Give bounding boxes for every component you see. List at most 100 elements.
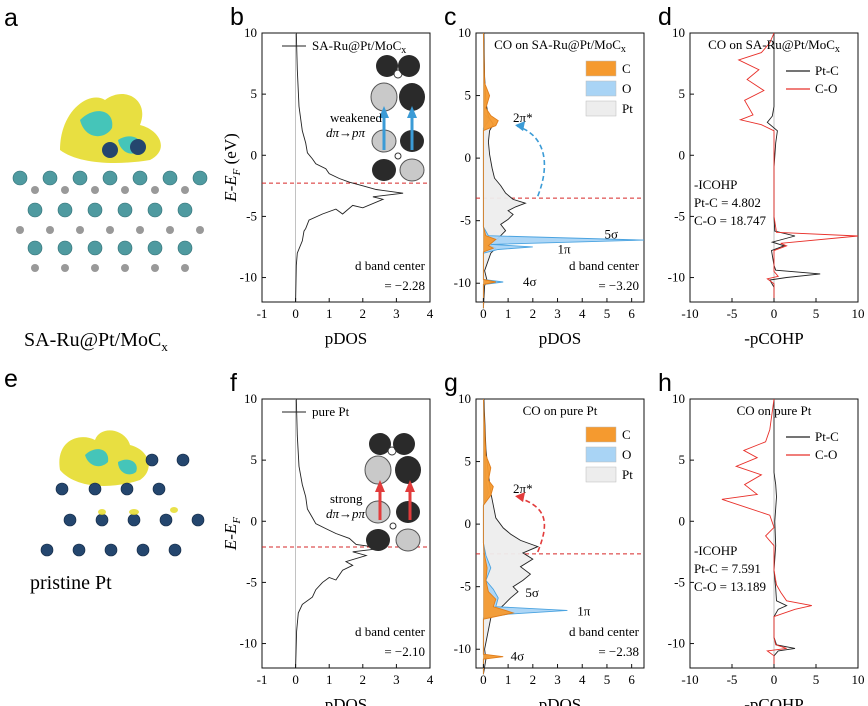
legend-label-d-c-o: C-O: [815, 81, 837, 96]
chart-title-g: CO on pure Pt: [523, 403, 598, 418]
ytick-label-h: -10: [668, 636, 685, 651]
dband-value-c: = −3.20: [598, 278, 639, 293]
dband-label-c: d band center: [569, 258, 640, 273]
x-axis-label-h: -pCOHP: [744, 695, 804, 706]
y-axis-label-f: E-EF: [221, 517, 243, 551]
panel-c: c -10 -5 0 5 10 0 1 2 3 4 5 6 pDOS CO on SA-Ru@Pt/MoCx…: [444, 3, 645, 348]
panel-label-g: g: [444, 369, 458, 397]
legend-label-main-b: SA-Ru@Pt/MoC: [312, 38, 401, 53]
ytick-label-c: 10: [458, 25, 471, 40]
legend-swatch-c-pt: [585, 100, 617, 117]
orbital-label-c: 5σ: [604, 226, 618, 241]
inset-text-1-b: weakened: [330, 110, 382, 125]
legend-label-b: SA-Ru@Pt/MoCx: [312, 38, 406, 56]
y-axis-label-main-b: E-E: [221, 175, 240, 203]
legend-swatch-c-o: [585, 80, 617, 97]
area-g-c: [483, 399, 514, 675]
ytick-label-g: -10: [454, 641, 471, 656]
y-axis-label-sub-b: F: [231, 168, 243, 176]
panel-g: g -10 -5 0 5 10 0 1 2 3 4 5 6 pDOS CO on pure Pt CO Pt d …: [444, 369, 645, 706]
xtick-label-g: 0: [480, 672, 487, 687]
ytick-label-f: 10: [244, 391, 257, 406]
legend-swatch-g-pt: [585, 466, 617, 483]
series-line-d-pt-c: [766, 33, 821, 302]
ytick-label-h: 0: [679, 513, 686, 528]
ytick-label-d: 5: [679, 86, 686, 101]
panel-label-b: b: [230, 3, 244, 31]
plot-frame-b: [261, 32, 431, 303]
ytick-label-b: 5: [251, 86, 258, 101]
xtick-label-g: 4: [579, 672, 586, 687]
series-line-g-c: [482, 398, 515, 675]
dband-label-b: d band center: [355, 258, 426, 273]
orbital-label-c: 4σ: [523, 274, 537, 289]
panel-label-h: h: [658, 369, 672, 397]
y-axis-label-main-f: E-E: [221, 523, 240, 551]
legend-label-h-c-o: C-O: [815, 447, 837, 462]
panel-label-e: e: [4, 365, 18, 393]
xtick-label-b: 4: [427, 306, 434, 321]
xtick-label-b: 0: [292, 306, 299, 321]
ytick-label-c: 5: [465, 88, 472, 103]
area-g-pt: [483, 399, 538, 675]
chart-title-sub-c: x: [621, 44, 626, 55]
icohp-ptc-h: Pt-C = 7.591: [694, 561, 761, 576]
orbital-inset-b: weakened dπ→pπ: [326, 55, 425, 182]
xtick-label-h: -5: [727, 672, 738, 687]
legend-label-f: pure Pt: [312, 404, 350, 419]
xtick-label-f: -1: [257, 672, 268, 687]
xtick-label-f: 2: [360, 672, 367, 687]
legend-swatch-c-c: [585, 60, 617, 77]
xtick-label-d: 10: [852, 306, 865, 321]
dband-label-g: d band center: [569, 624, 640, 639]
chart-title-main-g: CO on pure Pt: [523, 403, 598, 418]
orbital-label-g: 5σ: [525, 585, 539, 600]
xtick-label-f: 0: [292, 672, 299, 687]
back-donation-arrowhead-g: [515, 492, 526, 503]
xtick-label-c: 6: [628, 306, 635, 321]
legend-label-h-pt-c: Pt-C: [815, 429, 839, 444]
dband-value-b: = −2.28: [384, 278, 425, 293]
back-donation-arrowhead-c: [515, 121, 526, 132]
inset-text-2-f: dπ→pπ: [326, 506, 366, 521]
plot-frame-c: [475, 32, 645, 303]
ytick-label-d: -10: [668, 270, 685, 285]
icohp-title-d: -ICOHP: [694, 177, 737, 192]
series-line-b-pt-d: [295, 32, 404, 303]
panel-label-d: d: [658, 3, 672, 31]
xtick-label-f: 3: [393, 672, 400, 687]
structure-caption-e: pristine Pt: [30, 572, 112, 594]
series-line-h-pt-c: [773, 399, 796, 668]
xtick-label-d: 5: [813, 306, 820, 321]
xtick-label-b: 2: [360, 306, 367, 321]
dband-label-f: d band center: [355, 624, 426, 639]
ytick-label-b: 0: [251, 147, 258, 162]
series-line-d-c-o: [737, 32, 859, 302]
dband-value-g: = −2.38: [598, 644, 639, 659]
orbital-inset-f: strong dπ→pπ: [326, 433, 421, 552]
icohp-ptc-d: Pt-C = 4.802: [694, 195, 761, 210]
series-line-h-c-o: [721, 398, 812, 668]
xtick-label-g: 1: [505, 672, 512, 687]
series-line-f-pt-d: [295, 398, 384, 669]
area-c-c: [483, 33, 499, 309]
chart-title-d: CO on SA-Ru@Pt/MoCx: [708, 37, 840, 55]
icohp-co-d: C-O = 18.747: [694, 213, 766, 228]
xtick-label-g: 2: [530, 672, 537, 687]
legend-label-g-pt: Pt: [622, 467, 633, 482]
series-line-c-c: [482, 32, 499, 309]
panel-label-a: a: [4, 4, 18, 32]
ytick-label-b: -10: [240, 270, 257, 285]
inset-text-1-f: strong: [330, 491, 363, 506]
xtick-label-c: 0: [480, 306, 487, 321]
ytick-label-d: 0: [679, 147, 686, 162]
panel-label-f: f: [230, 369, 237, 397]
xtick-label-c: 1: [505, 306, 512, 321]
panel-a: a SA-Ru@Pt/MoCx: [4, 4, 208, 354]
panel-e: e pristine Pt: [4, 365, 205, 594]
plot-frame-f: [261, 398, 431, 669]
ytick-label-f: 5: [251, 452, 258, 467]
legend-label-c-pt: Pt: [622, 101, 633, 116]
